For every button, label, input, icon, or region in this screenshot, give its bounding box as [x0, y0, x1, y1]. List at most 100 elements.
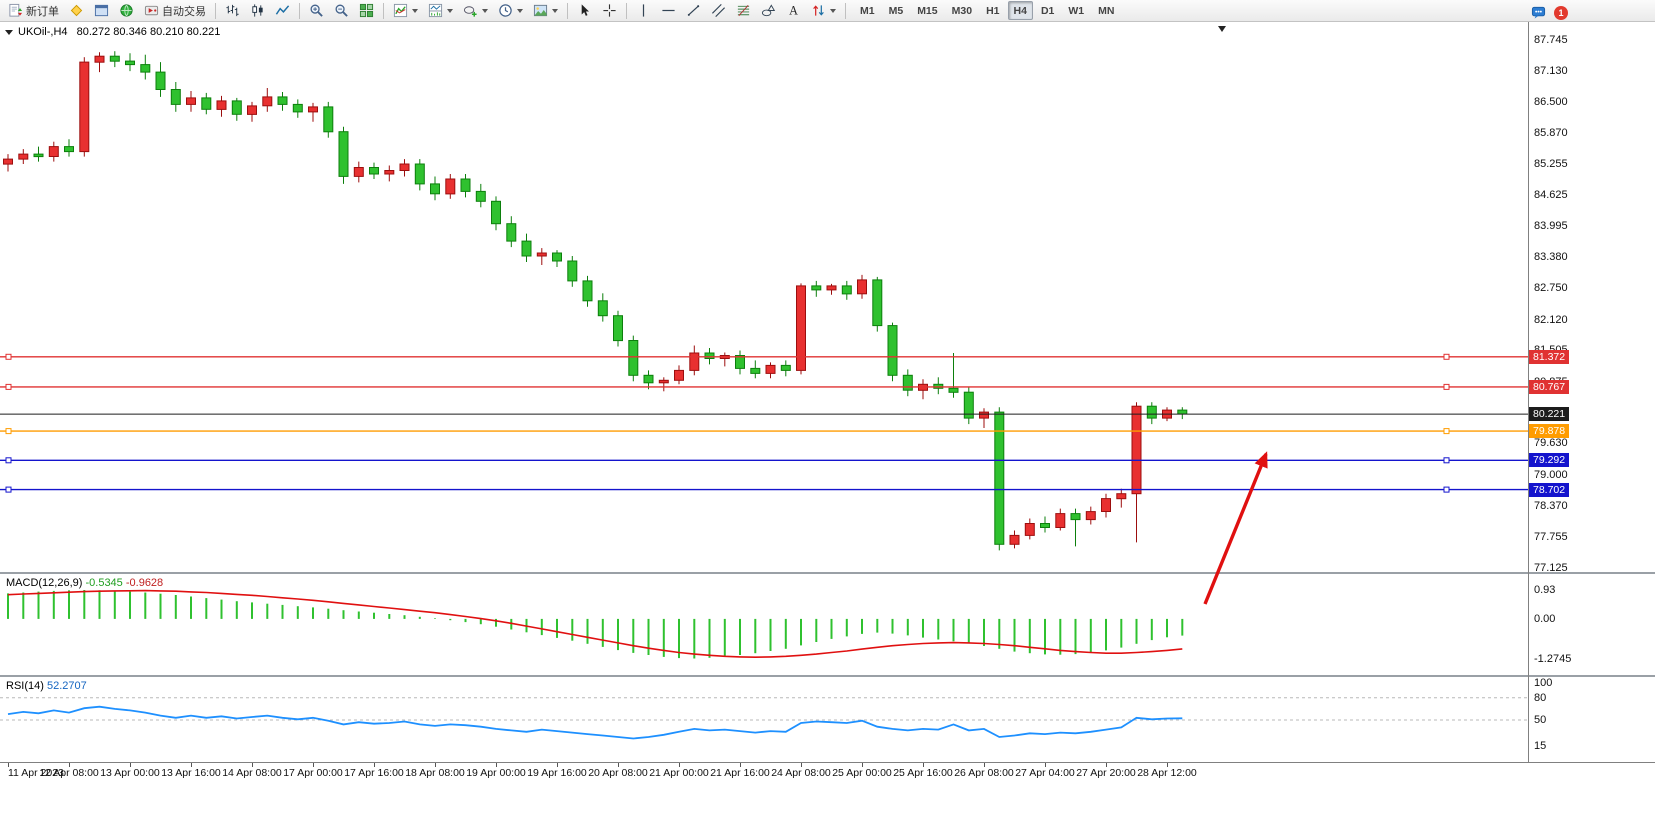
dropdown-arrow-icon[interactable]: [830, 8, 836, 13]
candle-bull: [353, 167, 364, 177]
templates-button[interactable]: [529, 1, 562, 20]
zoom-out-button[interactable]: [330, 1, 353, 20]
candlestick-chart-button[interactable]: [246, 1, 269, 20]
templates-icon: [533, 4, 548, 17]
price-axis[interactable]: 87.745 87.130 86.500 85.870 85.255 84.625 83.9…: [1528, 22, 1655, 762]
candle-bear: [1040, 523, 1050, 528]
channel-button[interactable]: [707, 1, 730, 20]
candle-bear: [292, 103, 303, 113]
candle-bear: [369, 167, 379, 175]
toolbar-separator: [626, 2, 627, 19]
time-axis-tick: [252, 763, 253, 767]
panel-separator[interactable]: [0, 675, 1655, 677]
panel-separator[interactable]: [0, 572, 1655, 574]
toolbar-separator: [215, 2, 216, 19]
notifications-badge[interactable]: 1: [1554, 5, 1568, 20]
autotrading-button[interactable]: 自动交易: [140, 1, 210, 20]
price-tag-79.878: 79.878: [1529, 424, 1570, 438]
crosshair-button[interactable]: [598, 1, 621, 20]
indicators-button[interactable]: [389, 1, 422, 20]
price-axis-label: 83.380: [1534, 251, 1568, 263]
candle-bull: [1085, 511, 1096, 521]
candle-bull: [308, 106, 318, 113]
support-line-79292-handle[interactable]: [1443, 457, 1450, 464]
community-button[interactable]: [115, 1, 138, 20]
time-axis-label: 27 Apr 04:00: [1015, 767, 1075, 779]
periods-button[interactable]: [494, 1, 527, 20]
support-line-78702-handle[interactable]: [1443, 486, 1450, 493]
chart-window-button[interactable]: [90, 1, 113, 20]
time-axis-label: 25 Apr 16:00: [893, 767, 953, 779]
timeframe-h4-button[interactable]: H4: [1007, 1, 1033, 20]
candle-bear: [231, 100, 242, 115]
timeframe-m15-button[interactable]: M15: [917, 4, 938, 17]
dropdown-arrow-icon[interactable]: [412, 8, 418, 13]
chart-shift-marker-icon[interactable]: [1218, 26, 1226, 32]
cursor-button[interactable]: [573, 1, 596, 20]
horizontal-line-button[interactable]: [657, 1, 680, 20]
time-axis-label: 17 Apr 16:00: [344, 767, 404, 779]
objects-button[interactable]: [459, 1, 492, 20]
community-chat-button[interactable]: [1527, 3, 1550, 22]
tile-windows-button[interactable]: [355, 1, 378, 20]
candle-bull: [1009, 534, 1020, 545]
arrows-button[interactable]: [807, 1, 840, 20]
fibonacci-button[interactable]: [732, 1, 755, 20]
candle-bear: [125, 60, 135, 66]
candle-bull: [3, 158, 13, 165]
shapes-button[interactable]: [757, 1, 780, 20]
collapse-arrow-icon[interactable]: [5, 30, 13, 35]
timeframe-mn-button[interactable]: MN: [1098, 4, 1115, 17]
bar-chart-button[interactable]: [221, 1, 244, 20]
macd-axis-label: 0.00: [1534, 613, 1556, 625]
line-chart-icon: [275, 5, 290, 15]
candle-bear: [704, 352, 715, 359]
candle-bear: [323, 106, 334, 133]
timeframe-d1-button[interactable]: D1: [1040, 4, 1055, 17]
line-chart-button[interactable]: [271, 1, 294, 20]
candle-bear: [735, 355, 745, 369]
zoom-in-icon: [310, 4, 323, 17]
trendline-button[interactable]: [682, 1, 705, 20]
chart-window-icon: [94, 4, 109, 17]
candle-bear: [170, 89, 181, 105]
indicator-windows-button[interactable]: [424, 1, 457, 20]
chart-window: UKOil-,H4 80.272 80.346 80.210 80.221 MA…: [0, 22, 1655, 826]
support-line-79878-handle[interactable]: [5, 428, 12, 435]
support-line-78702-handle[interactable]: [5, 486, 12, 493]
resistance-line-81372-handle[interactable]: [5, 353, 12, 360]
text-button[interactable]: A: [782, 1, 805, 20]
timeframe-m30-button[interactable]: M30: [951, 4, 973, 17]
dropdown-arrow-icon[interactable]: [482, 8, 488, 13]
timeframe-m1-button[interactable]: M1: [860, 4, 875, 17]
candle-bear: [613, 315, 623, 342]
support-line-79292-handle[interactable]: [5, 457, 12, 464]
resistance-line-80767-handle[interactable]: [5, 383, 12, 390]
candle-bear: [963, 391, 974, 419]
time-axis[interactable]: 11 Apr 2023 12 Apr 08:00 13 Apr 00:00 13 Ap…: [0, 762, 1655, 782]
arrow-objects-icon: [813, 5, 824, 16]
dropdown-arrow-icon[interactable]: [517, 8, 523, 13]
support-line-79878-handle[interactable]: [1443, 428, 1450, 435]
timeframe-w1-button[interactable]: W1: [1068, 4, 1085, 17]
metaeditor-button[interactable]: [65, 1, 88, 20]
vertical-line-button[interactable]: [632, 1, 655, 20]
candle-bear: [109, 55, 120, 62]
metaeditor-icon: [70, 4, 83, 17]
dropdown-arrow-icon[interactable]: [552, 8, 558, 13]
time-axis-label: 24 Apr 08:00: [771, 767, 831, 779]
timeframe-m5-button[interactable]: M5: [888, 4, 904, 17]
chart-title: UKOil-,H4 80.272 80.346 80.210 80.221: [18, 26, 220, 38]
resistance-line-80767-handle[interactable]: [1443, 383, 1450, 390]
time-axis-tick: [496, 763, 497, 767]
dropdown-arrow-icon[interactable]: [447, 8, 453, 13]
objects-icon: [463, 6, 477, 17]
timeframe-h1-button[interactable]: H1: [986, 4, 1000, 17]
candle-bull: [826, 285, 837, 291]
zoom-in-button[interactable]: [305, 1, 328, 20]
resistance-line-81372-handle[interactable]: [1443, 353, 1450, 360]
vertical-line-icon: [642, 4, 645, 17]
new-order-button[interactable]: 新订单: [4, 1, 63, 20]
time-axis-tick: [69, 763, 70, 767]
candle-bear: [552, 252, 562, 262]
